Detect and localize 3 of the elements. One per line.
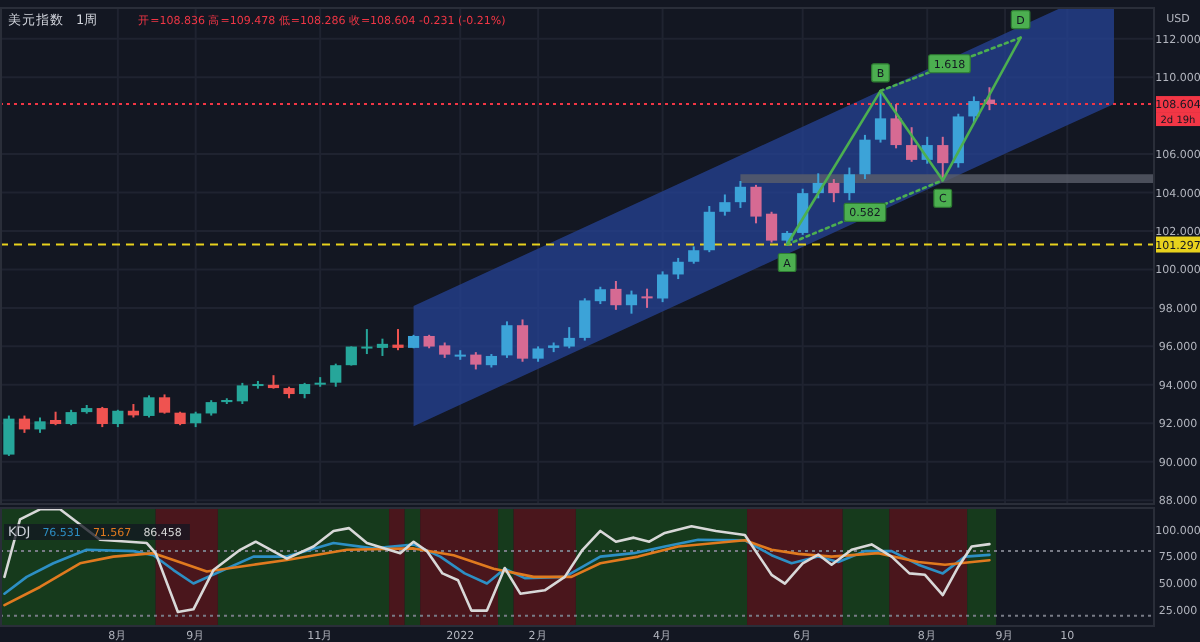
- line-series: [3, 538, 991, 595]
- line-series: [3, 539, 991, 607]
- line-series: [3, 508, 991, 614]
